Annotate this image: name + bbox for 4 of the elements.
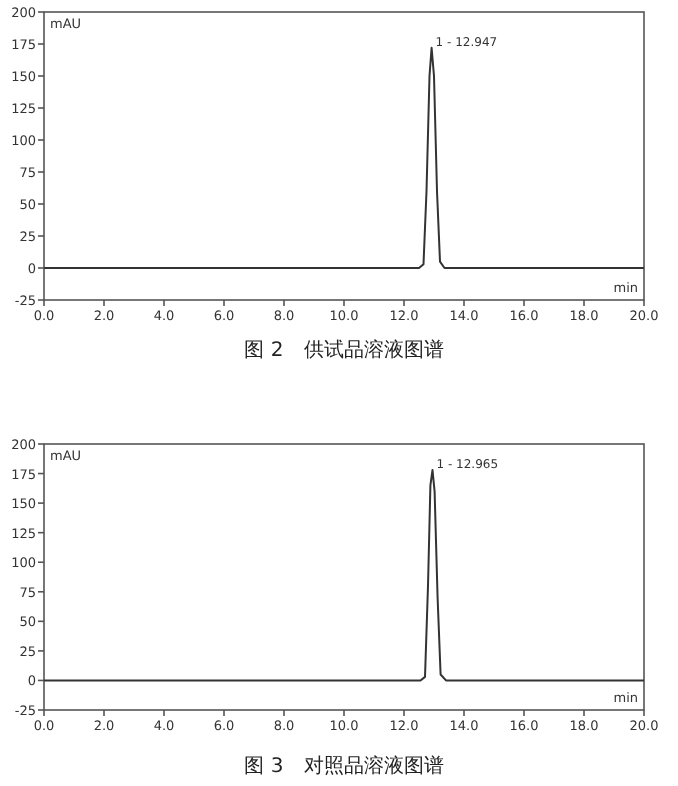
text: 图 2 供试品溶液图谱 (244, 338, 444, 362)
text: 图 3 对照品溶液图谱 (244, 754, 444, 778)
line-series (43, 46, 645, 269)
line-series (43, 469, 645, 682)
